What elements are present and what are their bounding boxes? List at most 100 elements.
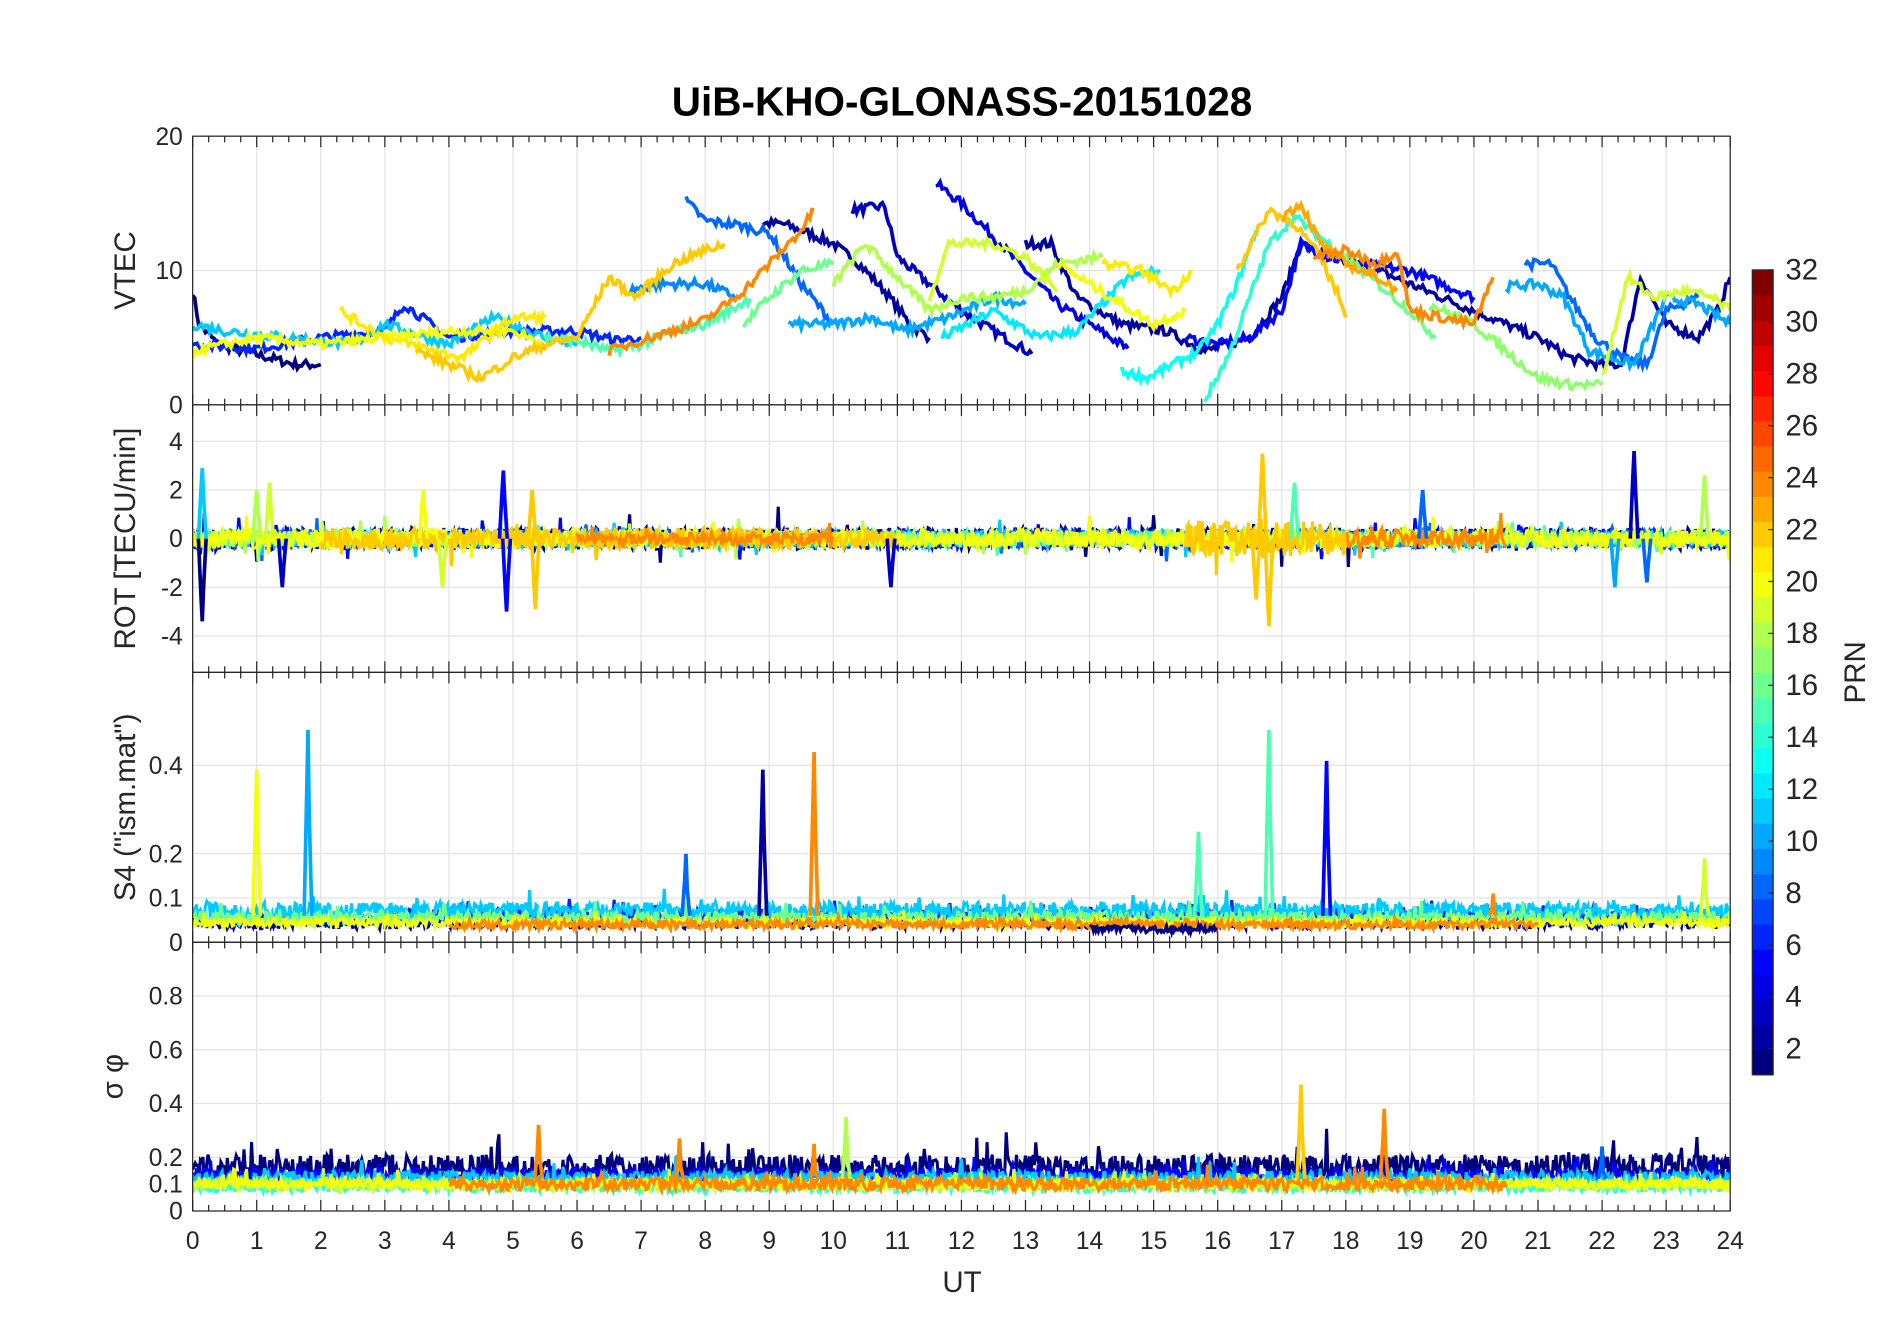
rot-trace-prn-20 [192,515,1731,563]
colorbar-bin [1752,345,1774,372]
x-tick-label: 12 [948,1228,975,1255]
sigma-spike-prn-22 [1295,1084,1307,1179]
vtec-line-prn-21 [1100,257,1194,300]
vtec-line-prn-21 [338,305,547,365]
sigma-spike-prn-24 [808,1143,820,1180]
sigma-spike-prn-8 [1596,1146,1608,1180]
colorbar-bin [1752,496,1774,523]
s4-spike-prn-2 [757,769,769,916]
colorbar-bin [1752,697,1774,724]
rot-spike-prn-22 [526,489,538,539]
colorbar-bin [1752,722,1774,749]
s4-spike-prn-8 [680,853,692,916]
x-tick-label: 15 [1140,1228,1167,1255]
colorbar-bin [1752,370,1774,397]
s4-trace-prn-24 [448,910,1540,935]
colorbar-bin [1752,974,1774,1000]
x-tick-label: 7 [634,1228,648,1255]
vtec-line-prn-3 [850,199,1034,357]
rot-spike-prn-11 [196,467,208,539]
colorbar-bin [1752,445,1774,472]
rot-spike-prn-10 [1609,538,1621,588]
rot-spike-prn-18 [251,489,263,539]
colorbar-bin [1752,873,1774,900]
sigma-trace-prn-24 [448,1164,1508,1197]
s4-spike-prn-10 [302,729,314,916]
colorbar-bin [1752,848,1774,875]
colorbar-bin [1752,923,1774,950]
vtec-line-prn-10 [1504,277,1731,373]
y-tick-label: 0.2 [149,841,183,868]
colorbar-tick-label: 22 [1785,513,1818,546]
x-tick-label: 18 [1332,1228,1359,1255]
x-tick-label: 0 [186,1228,200,1255]
x-tick-label: 20 [1460,1228,1487,1255]
vtec-line-prn-10 [787,290,1027,340]
x-tick-label: 23 [1652,1228,1679,1255]
vtec-line-prn-24 [607,207,815,357]
y-tick-label: 10 [156,258,183,285]
panel-rot: -4 -2 0 2 4 ROT [TECU/min] [109,404,1731,673]
colorbar-tick-label: 10 [1785,825,1818,858]
sigma-spike-prn-24 [1378,1108,1390,1179]
vtec-line-prn-13 [1119,229,1258,387]
x-tick-label: 3 [378,1228,392,1255]
y-tick-label: -4 [161,623,183,650]
colorbar-bin [1752,898,1774,925]
colorbar-bin [1752,596,1774,623]
rot-spike-prn-8 [1641,538,1653,583]
colorbar-tick-label: 2 [1785,1033,1801,1066]
y-tick-label: 0 [169,930,183,957]
sigma-spike-prn-24 [532,1124,545,1179]
x-tick-label: 21 [1524,1228,1551,1255]
x-tick-label: 13 [1012,1228,1039,1255]
colorbar-tick-label: 16 [1785,669,1818,702]
rot-trace-prn-22 [319,523,899,567]
vtec-line-prn-8 [684,195,835,327]
vtec-line-prn-19 [1601,268,1731,376]
rot-spike-prn-3 [1628,450,1640,539]
colorbar-tick-label: 26 [1785,410,1818,443]
sigma-spike-prn-18 [840,1116,852,1179]
colorbar-tick-label: 4 [1785,981,1801,1014]
y-axis-label: S4 ("ism.mat") [109,713,142,901]
s4-spike-prn-24 [1487,893,1499,918]
vtec-line-prn-17 [1427,302,1604,392]
y-tick-label: 0.8 [149,984,183,1011]
rot-spike-prn-22 [1256,453,1269,539]
colorbar-bin [1752,420,1774,447]
rot-spike-prn-22 [1250,538,1262,600]
series-group [192,729,1731,939]
s4-spike-prn-5 [1320,760,1333,916]
x-tick-label: 16 [1204,1228,1231,1255]
y-tick-label: 0.4 [149,753,183,780]
x-tick-label: 14 [1076,1228,1103,1255]
y-tick-label: 2 [169,478,183,505]
rot-spike-prn-1 [196,538,208,622]
y-axis-label: VTEC [109,231,142,310]
s4-spike-prn-24 [808,751,820,916]
vtec-line-prn-22 [1235,206,1348,319]
s4-spike-prn-20 [251,769,263,916]
colorbar-bin [1752,269,1774,296]
vtec-line-prn-6 [192,305,642,359]
vtec-line-prn-16 [741,257,835,329]
x-tick-label: 11 [885,1228,910,1255]
y-tick-label: 0 [169,1199,183,1226]
colorbar-tick-label: 28 [1785,358,1818,391]
x-tick-label: 4 [442,1228,456,1255]
y-axis-label: ROT [TECU/min] [109,428,142,650]
vtec-line-prn-22 [415,238,726,384]
y-tick-label: 4 [169,429,183,456]
colorbar-bin [1752,622,1774,648]
rot-spike-prn-3 [885,538,897,588]
colorbar-bin [1752,1024,1774,1051]
colorbar-bin [1752,647,1774,673]
vtec-line-prn-12 [940,264,1161,343]
colorbar-bin [1752,747,1774,774]
panel-s4: 0 0.1 0.2 0.4 S4 ("ism.mat") [109,671,1731,957]
y-tick-label: 0.1 [149,1172,183,1199]
x-tick-label: 1 [250,1228,264,1255]
rot-spike-prn-19 [436,538,449,588]
colorbar-bin [1752,798,1774,824]
